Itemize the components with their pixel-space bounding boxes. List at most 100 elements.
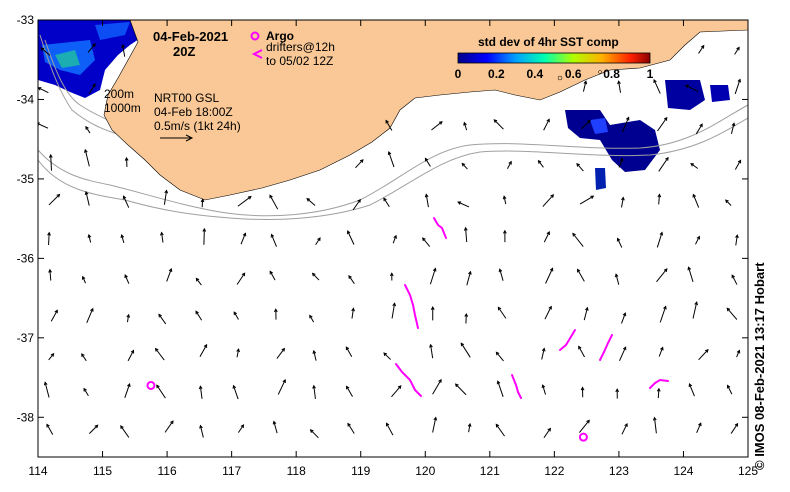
current-arrowhead: [438, 121, 443, 125]
scale-label: 0.5m/s (1kt 24h): [154, 119, 241, 133]
current-arrowhead: [269, 270, 274, 275]
current-arrow: [124, 274, 130, 284]
current-arrow: [696, 423, 702, 434]
current-arrowhead: [546, 118, 550, 123]
current-arrowhead: [464, 312, 469, 317]
current-arrowhead: [690, 163, 695, 167]
current-arrow: [621, 117, 630, 133]
current-arrow: [735, 235, 738, 246]
current-arrow: [50, 154, 53, 171]
current-arrowhead: [688, 383, 693, 388]
current-arrow: [432, 379, 442, 395]
current-arrowhead: [659, 231, 664, 236]
current-arrow: [120, 425, 130, 438]
current-arrow: [347, 423, 355, 434]
current-arrowhead: [614, 273, 619, 278]
current-arrowhead: [704, 348, 709, 353]
current-arrowhead: [383, 197, 387, 202]
argo-floats: [146, 380, 588, 442]
current-arrowhead: [198, 385, 203, 390]
current-arrow: [124, 383, 131, 399]
current-arrowhead: [578, 345, 582, 350]
current-arrowhead: [433, 416, 438, 421]
current-arrowhead: [393, 234, 397, 239]
current-arrowhead: [624, 422, 628, 427]
current-arrowhead: [438, 378, 442, 383]
argo-float: [578, 432, 588, 442]
current-arrow: [689, 383, 695, 397]
lat-tick-label: -37: [17, 331, 35, 345]
current-arrowhead: [549, 267, 554, 272]
current-arrow: [688, 267, 694, 283]
current-arrowhead: [164, 189, 169, 194]
current-arrowhead: [585, 306, 589, 311]
current-arrow: [457, 201, 470, 208]
current-arrowhead: [83, 387, 87, 392]
current-arrow: [88, 234, 92, 243]
current-arrow: [392, 235, 397, 244]
current-arrow: [432, 417, 437, 433]
current-arrow: [44, 382, 50, 398]
current-arrowhead: [130, 349, 135, 354]
current-arrow: [237, 424, 244, 433]
current-arrow: [347, 230, 355, 245]
current-arrowhead: [498, 268, 503, 273]
current-arrowhead: [508, 160, 512, 165]
current-arrow: [276, 348, 285, 359]
current-arrow: [654, 417, 657, 434]
current-arrowhead: [583, 80, 588, 85]
current-arrowhead: [737, 78, 742, 83]
current-arrow: [155, 348, 165, 361]
current-arrow: [731, 274, 738, 285]
current-arrow: [156, 384, 166, 399]
lat-tick-label: -33: [17, 13, 35, 27]
lon-tick-label: 125: [738, 464, 758, 478]
current-arrowhead: [657, 193, 662, 198]
current-arrow: [499, 269, 504, 281]
current-arrowhead: [269, 194, 273, 199]
current-arrow: [579, 420, 590, 433]
current-arrowhead: [40, 47, 45, 51]
drifter-legend-line2: to 05/02 12Z: [266, 54, 333, 68]
current-arrow: [455, 383, 467, 396]
current-arrowhead: [122, 195, 127, 200]
sst-anomaly-west: [38, 20, 145, 98]
current-arrow: [424, 158, 431, 167]
current-arrowhead: [312, 384, 316, 389]
current-arrowhead: [698, 422, 702, 427]
current-arrow: [391, 385, 402, 398]
current-arrowhead: [282, 378, 286, 383]
current-arrow: [507, 161, 512, 169]
current-arrowhead: [457, 201, 462, 205]
current-arrowhead: [502, 229, 507, 234]
current-arrow: [726, 307, 738, 320]
current-arrow: [87, 43, 96, 53]
current-arrow: [388, 151, 395, 168]
current-arrow: [543, 231, 550, 243]
colorbar-tick-label: 0.6: [565, 67, 582, 81]
current-arrow: [84, 149, 90, 167]
lat-tick-label: -35: [17, 172, 35, 186]
lon-tick-label: 121: [480, 464, 500, 478]
current-arrow: [85, 191, 90, 206]
current-arrow: [653, 79, 661, 94]
sst-anomaly-east: [565, 80, 730, 190]
current-arrowhead: [156, 384, 160, 389]
drifter-legend-line1: drifters@12h: [266, 40, 335, 54]
current-arrow: [503, 196, 507, 205]
current-arrow: [730, 123, 735, 134]
current-arrowhead: [696, 235, 700, 240]
current-arrowhead: [497, 306, 502, 311]
current-arrowhead: [663, 305, 667, 310]
current-arrowhead: [502, 195, 507, 200]
current-vectors: [38, 43, 742, 439]
current-arrow: [582, 81, 587, 92]
current-arrow: [461, 163, 468, 170]
colorbar: [457, 52, 651, 64]
current-arrow: [542, 384, 547, 395]
current-arrow: [310, 429, 319, 439]
current-arrow: [233, 385, 239, 400]
current-arrow: [431, 121, 443, 131]
current-arrowhead: [726, 307, 731, 312]
longitude-axis: 114 115 116 117 118 119 120 121 122 123 124 125: [28, 20, 758, 478]
